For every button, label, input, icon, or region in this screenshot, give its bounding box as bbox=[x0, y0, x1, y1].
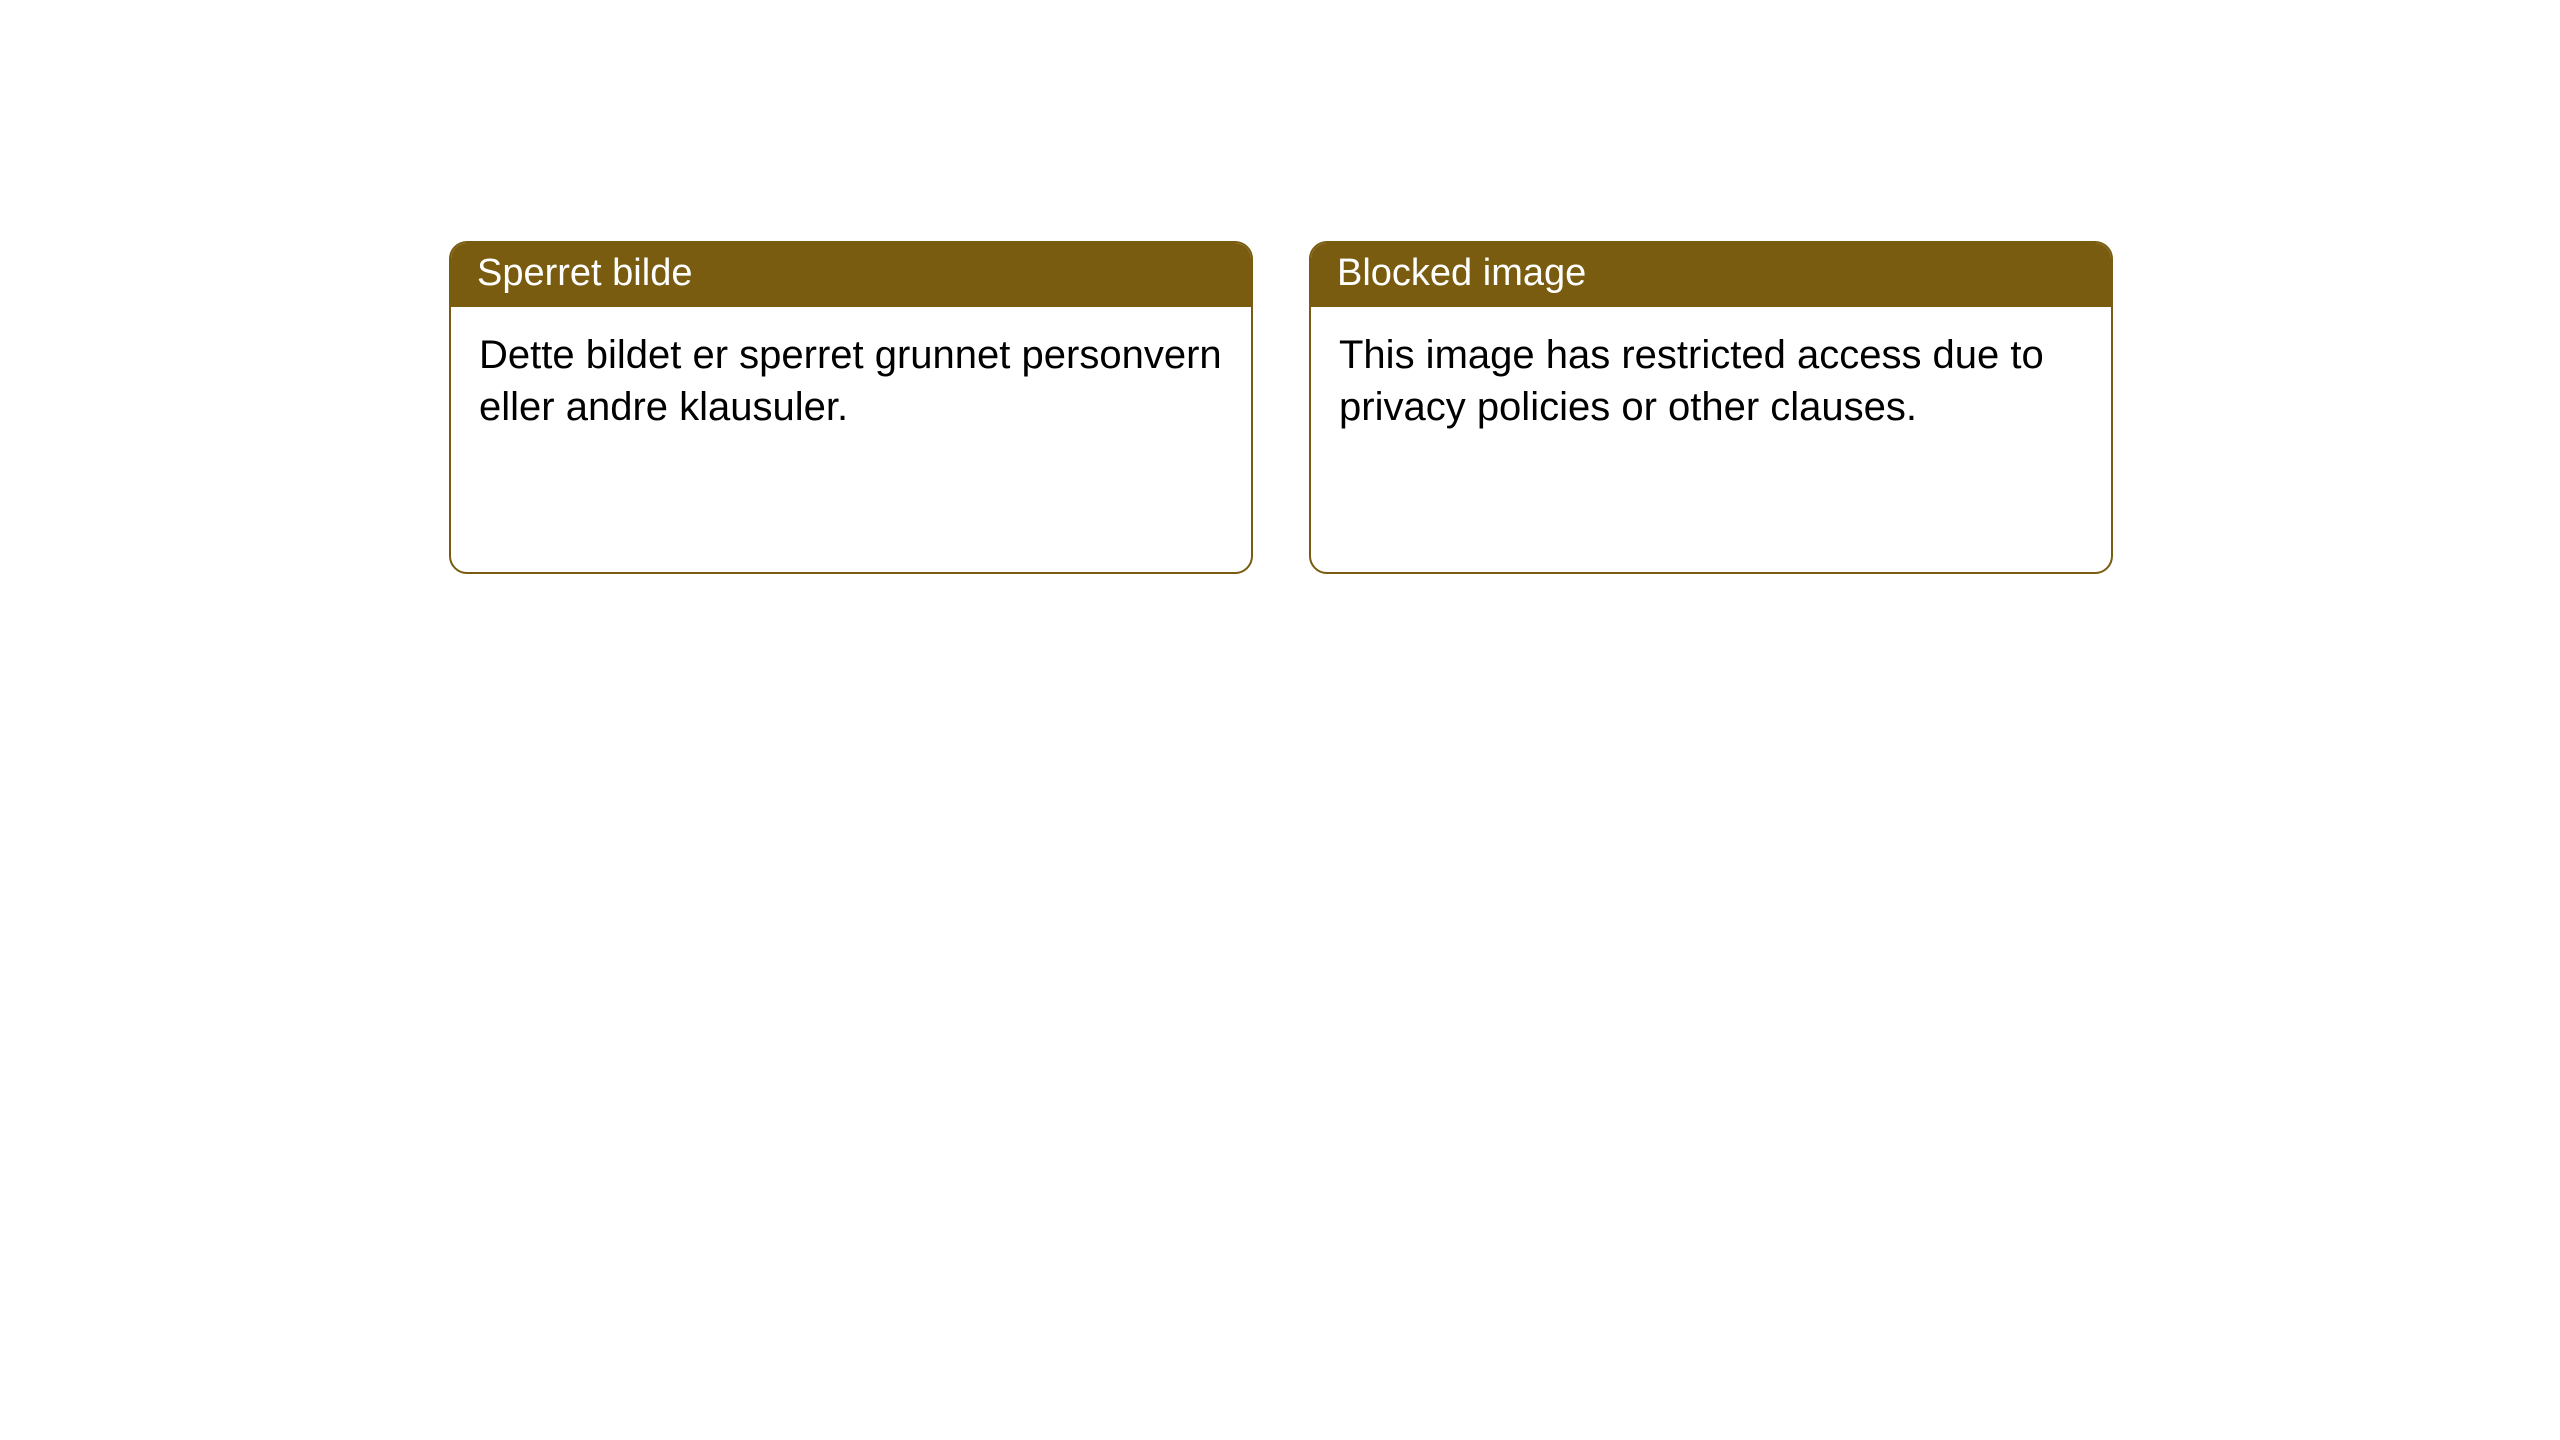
notice-message: Dette bildet er sperret grunnet personve… bbox=[451, 307, 1251, 455]
notice-title: Blocked image bbox=[1311, 243, 2111, 307]
notice-container: Sperret bilde Dette bildet er sperret gr… bbox=[0, 0, 2560, 574]
notice-card-english: Blocked image This image has restricted … bbox=[1309, 241, 2113, 574]
notice-message: This image has restricted access due to … bbox=[1311, 307, 2111, 455]
notice-title: Sperret bilde bbox=[451, 243, 1251, 307]
notice-card-norwegian: Sperret bilde Dette bildet er sperret gr… bbox=[449, 241, 1253, 574]
